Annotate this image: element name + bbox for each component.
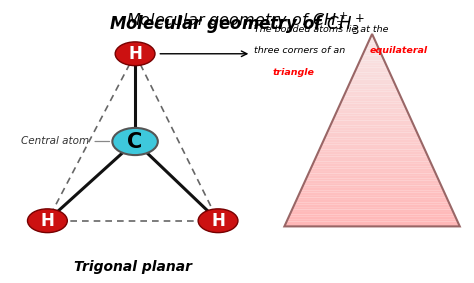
Polygon shape: [369, 39, 375, 41]
Text: H: H: [211, 212, 225, 230]
Polygon shape: [355, 70, 390, 72]
Text: Trigonal planar: Trigonal planar: [74, 260, 191, 275]
Polygon shape: [306, 176, 438, 178]
Polygon shape: [351, 77, 393, 80]
Text: three corners of an: three corners of an: [254, 46, 348, 55]
Circle shape: [112, 128, 158, 155]
Polygon shape: [295, 200, 449, 202]
Text: C: C: [128, 132, 143, 151]
Polygon shape: [343, 97, 401, 99]
Polygon shape: [311, 166, 433, 169]
Polygon shape: [328, 128, 416, 130]
Polygon shape: [320, 145, 424, 147]
Polygon shape: [368, 41, 376, 44]
Polygon shape: [359, 61, 385, 63]
Polygon shape: [347, 87, 397, 89]
Polygon shape: [358, 63, 386, 65]
Polygon shape: [349, 82, 395, 84]
Polygon shape: [357, 65, 387, 68]
Polygon shape: [360, 58, 384, 61]
Polygon shape: [335, 113, 410, 116]
Polygon shape: [333, 118, 411, 121]
Polygon shape: [348, 84, 396, 87]
Polygon shape: [312, 164, 432, 166]
Polygon shape: [288, 217, 456, 219]
Polygon shape: [366, 44, 378, 46]
Polygon shape: [308, 173, 437, 176]
Text: H: H: [128, 45, 142, 63]
Polygon shape: [363, 51, 381, 53]
Polygon shape: [285, 222, 459, 224]
Polygon shape: [293, 205, 451, 207]
Polygon shape: [310, 169, 435, 171]
Polygon shape: [337, 109, 407, 111]
Polygon shape: [305, 178, 439, 181]
Polygon shape: [287, 219, 457, 222]
Polygon shape: [331, 121, 413, 123]
Polygon shape: [334, 116, 410, 118]
Polygon shape: [324, 138, 420, 140]
Polygon shape: [346, 89, 398, 92]
Polygon shape: [284, 224, 460, 226]
Polygon shape: [329, 125, 415, 128]
Text: $\bf{\it{Molecular\ geometry\ of\ CH_3^+}}$: $\bf{\it{Molecular\ geometry\ of\ CH_3^+…: [126, 10, 348, 32]
Polygon shape: [322, 142, 422, 145]
Polygon shape: [361, 56, 383, 58]
Polygon shape: [289, 215, 456, 217]
Polygon shape: [352, 75, 392, 77]
Polygon shape: [296, 198, 448, 200]
Polygon shape: [319, 149, 426, 152]
Polygon shape: [323, 140, 421, 142]
Circle shape: [198, 209, 238, 233]
Polygon shape: [302, 186, 442, 188]
Polygon shape: [319, 147, 425, 149]
Polygon shape: [299, 193, 446, 195]
Polygon shape: [325, 135, 419, 138]
Polygon shape: [340, 101, 404, 104]
Polygon shape: [315, 157, 429, 159]
Polygon shape: [365, 48, 380, 51]
Polygon shape: [304, 181, 440, 183]
Polygon shape: [313, 161, 431, 164]
Polygon shape: [290, 212, 454, 215]
Circle shape: [27, 209, 67, 233]
Polygon shape: [294, 202, 450, 205]
Polygon shape: [317, 152, 427, 154]
Polygon shape: [365, 46, 379, 48]
Polygon shape: [362, 53, 382, 56]
Polygon shape: [338, 106, 406, 109]
Polygon shape: [301, 188, 443, 190]
Polygon shape: [309, 171, 436, 173]
Polygon shape: [314, 159, 430, 161]
Polygon shape: [345, 92, 400, 94]
Text: H: H: [40, 212, 55, 230]
Polygon shape: [339, 104, 405, 106]
Polygon shape: [298, 195, 447, 198]
Circle shape: [115, 42, 155, 66]
Polygon shape: [371, 34, 373, 37]
Text: triangle: triangle: [273, 68, 315, 77]
Text: Molecular geometry of $\mathbf{\mathit{CH_3^+}}$: Molecular geometry of $\mathbf{\mathit{C…: [109, 13, 365, 37]
Polygon shape: [292, 207, 452, 209]
Polygon shape: [350, 80, 394, 82]
Polygon shape: [326, 132, 418, 135]
Polygon shape: [303, 183, 441, 186]
Polygon shape: [336, 111, 408, 113]
Text: Central atom: Central atom: [21, 136, 109, 147]
Polygon shape: [327, 130, 417, 132]
Polygon shape: [356, 68, 389, 70]
Polygon shape: [354, 72, 391, 75]
Text: The bonded atoms lie at the: The bonded atoms lie at the: [254, 25, 388, 34]
Text: equilateral: equilateral: [370, 46, 428, 55]
Polygon shape: [370, 37, 374, 39]
Polygon shape: [291, 209, 453, 212]
Polygon shape: [341, 99, 403, 101]
Polygon shape: [316, 154, 428, 157]
Polygon shape: [344, 94, 401, 97]
Polygon shape: [300, 190, 445, 193]
Polygon shape: [330, 123, 414, 125]
